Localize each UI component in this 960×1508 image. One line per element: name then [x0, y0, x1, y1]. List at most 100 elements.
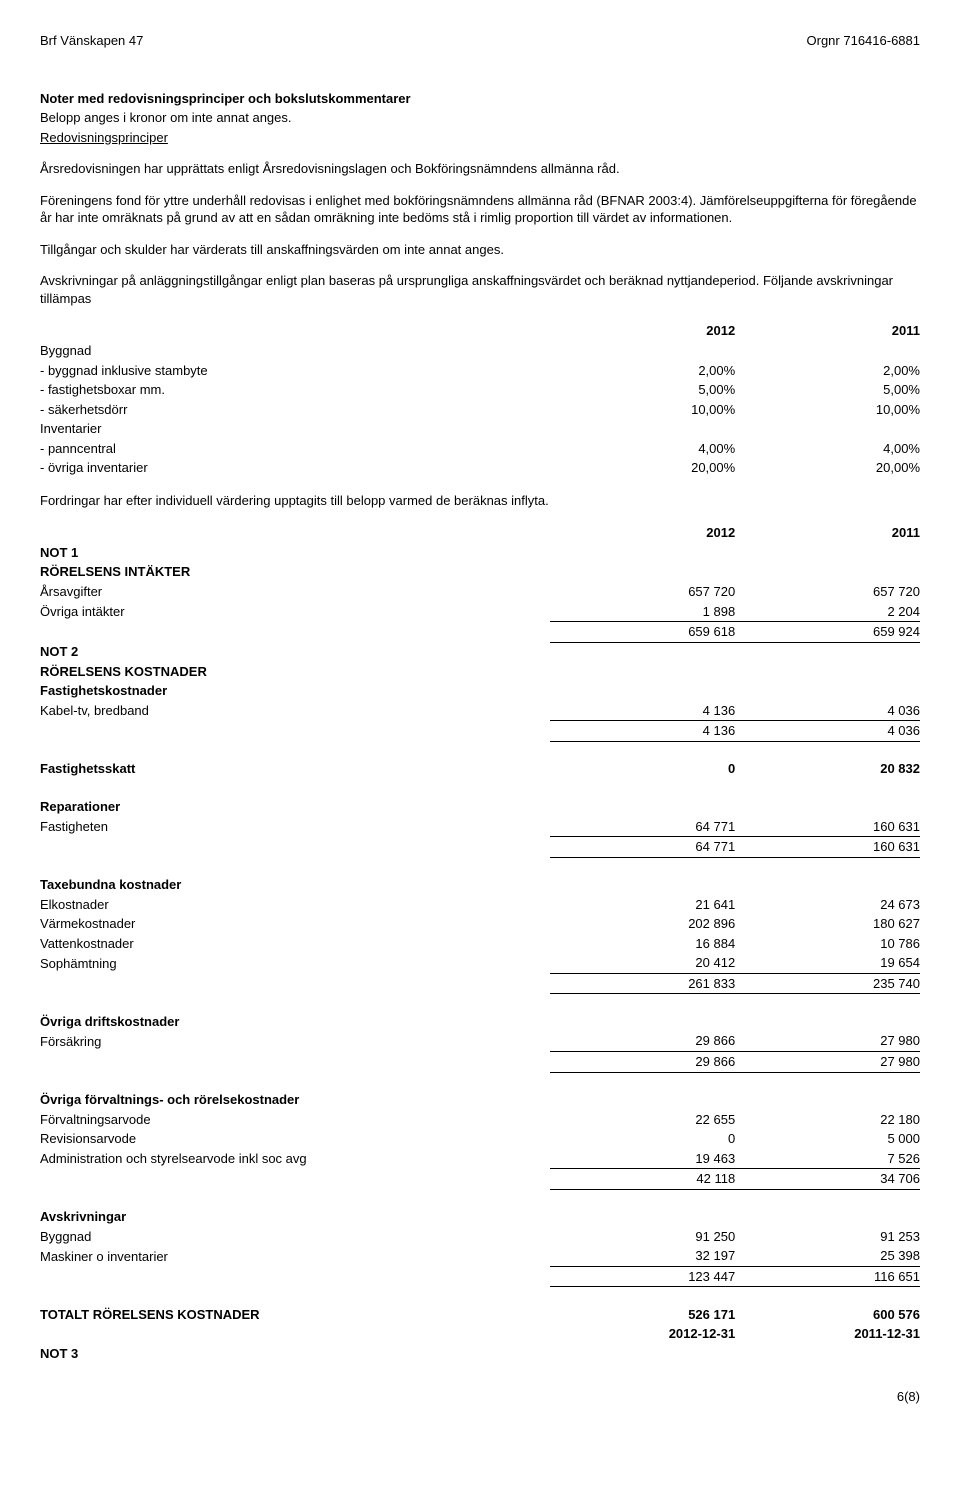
not2-fsum-v2: 34 706	[735, 1169, 920, 1190]
not2-f3-v2: 7 526	[735, 1149, 920, 1169]
col-year1: 2012	[550, 321, 735, 341]
not2-d1-l: Försäkring	[40, 1031, 550, 1051]
not2-t4-l: Sophämtning	[40, 953, 550, 973]
header-right: Orgnr 716416-6881	[807, 32, 920, 50]
not2-s1-v2: 4 036	[735, 721, 920, 742]
not2-r1-v2: 4 036	[735, 701, 920, 721]
dep-inv: Inventarier	[40, 419, 550, 439]
not2-srepsum-v2: 160 631	[735, 837, 920, 858]
depreciation-table: 2012 2011 Byggnad - byggnad inklusive st…	[40, 321, 920, 477]
dep-r4-v1: 4,00%	[550, 439, 735, 459]
not2-title: NOT 2	[40, 642, 550, 662]
intro-heading: Noter med redovisningsprinciper och boks…	[40, 90, 920, 108]
not2-a2-v2: 25 398	[735, 1246, 920, 1266]
not2-srepsum-v1: 64 771	[550, 837, 735, 858]
not1-r2-v2: 2 204	[735, 602, 920, 622]
not1-title: NOT 1	[40, 543, 550, 563]
not2-fsum-v1: 42 118	[550, 1169, 735, 1190]
dep-r5-v1: 20,00%	[550, 458, 735, 478]
not2-t3-v2: 10 786	[735, 934, 920, 954]
not2-rrep-l: Fastigheten	[40, 817, 550, 837]
dep-r1-v2: 2,00%	[735, 361, 920, 381]
not1-r1-l: Årsavgifter	[40, 582, 550, 602]
not2-t3-l: Vattenkostnader	[40, 934, 550, 954]
not1-r1-v1: 657 720	[550, 582, 735, 602]
not2-a1-v1: 91 250	[550, 1227, 735, 1247]
not2-rrep-v2: 160 631	[735, 817, 920, 837]
not2-r1-l: Kabel-tv, bredband	[40, 701, 550, 721]
not2-t2-v2: 180 627	[735, 914, 920, 934]
not2-savs: Avskrivningar	[40, 1207, 550, 1227]
intro-p4: Avskrivningar på anläggningstillgångar e…	[40, 272, 920, 307]
not2-date-v1: 2012-12-31	[550, 1324, 735, 1344]
not2-f2-v2: 5 000	[735, 1129, 920, 1149]
not2-skatt-v1: 0	[550, 759, 735, 779]
intro-p1: Årsredovisningen har upprättats enligt Å…	[40, 160, 920, 178]
dep-r4-l: - panncentral	[40, 439, 550, 459]
not2-tsum-v2: 235 740	[735, 973, 920, 994]
not2-r1-v1: 4 136	[550, 701, 735, 721]
intro-line1: Belopp anges i kronor om inte annat ange…	[40, 109, 920, 127]
not2-t1-l: Elkostnader	[40, 895, 550, 915]
not2-skatt-v2: 20 832	[735, 759, 920, 779]
dep-r5-l: - övriga inventarier	[40, 458, 550, 478]
not2-sdrift: Övriga driftskostnader	[40, 1012, 550, 1032]
not2-dsum-v2: 27 980	[735, 1051, 920, 1072]
dep-r1-l: - byggnad inklusive stambyte	[40, 361, 550, 381]
not2-t3-v1: 16 884	[550, 934, 735, 954]
not1-r2-l: Övriga intäkter	[40, 602, 550, 622]
dep-byggnad: Byggnad	[40, 341, 550, 361]
dep-r2-v1: 5,00%	[550, 380, 735, 400]
not2-sub: RÖRELSENS KOSTNADER	[40, 662, 550, 682]
page-number: 6(8)	[897, 1388, 920, 1406]
not1-sum-v1: 659 618	[550, 622, 735, 643]
not2-f1-v1: 22 655	[550, 1110, 735, 1130]
not2-f2-l: Revisionsarvode	[40, 1129, 550, 1149]
not2-s1-v1: 4 136	[550, 721, 735, 742]
page-footer: 6(8)	[40, 1388, 920, 1406]
not3-title: NOT 3	[40, 1344, 550, 1364]
not2-t1-v1: 21 641	[550, 895, 735, 915]
not2-t4-v2: 19 654	[735, 953, 920, 973]
not2-f1-v2: 22 180	[735, 1110, 920, 1130]
dep-r5-v2: 20,00%	[735, 458, 920, 478]
notes-col-y1: 2012	[550, 523, 735, 543]
not2-skatt-l: Fastighetsskatt	[40, 759, 550, 779]
not2-tsum-v1: 261 833	[550, 973, 735, 994]
not2-a2-v1: 32 197	[550, 1246, 735, 1266]
not2-a1-l: Byggnad	[40, 1227, 550, 1247]
dep-r3-v1: 10,00%	[550, 400, 735, 420]
not2-t1-v2: 24 673	[735, 895, 920, 915]
header-left: Brf Vänskapen 47	[40, 32, 143, 50]
not2-a2-l: Maskiner o inventarier	[40, 1246, 550, 1266]
not2-asum-v1: 123 447	[550, 1266, 735, 1287]
not2-d1-v2: 27 980	[735, 1031, 920, 1051]
fordringar-text: Fordringar har efter individuell värderi…	[40, 492, 920, 510]
not2-tot-v1: 526 171	[550, 1305, 735, 1325]
page-header: Brf Vänskapen 47 Orgnr 716416-6881	[40, 32, 920, 50]
not1-r2-v1: 1 898	[550, 602, 735, 622]
intro-p2: Föreningens fond för yttre underhåll red…	[40, 192, 920, 227]
not2-f2-v1: 0	[550, 1129, 735, 1149]
not2-d1-v1: 29 866	[550, 1031, 735, 1051]
not1-sub: RÖRELSENS INTÄKTER	[40, 562, 550, 582]
not2-sfast: Fastighetskostnader	[40, 681, 550, 701]
not2-stax: Taxebundna kostnader	[40, 875, 550, 895]
not2-f3-l: Administration och styrelsearvode inkl s…	[40, 1149, 550, 1169]
not2-asum-v2: 116 651	[735, 1266, 920, 1287]
not2-dsum-v1: 29 866	[550, 1051, 735, 1072]
notes-col-y2: 2011	[735, 523, 920, 543]
not2-rrep-v1: 64 771	[550, 817, 735, 837]
not2-sforv: Övriga förvaltnings- och rörelsekostnade…	[40, 1090, 550, 1110]
dep-r2-l: - fastighetsboxar mm.	[40, 380, 550, 400]
col-year2: 2011	[735, 321, 920, 341]
not2-t4-v1: 20 412	[550, 953, 735, 973]
not2-f1-l: Förvaltningsarvode	[40, 1110, 550, 1130]
not1-sum-v2: 659 924	[735, 622, 920, 643]
dep-r3-v2: 10,00%	[735, 400, 920, 420]
intro-p3: Tillgångar och skulder har värderats til…	[40, 241, 920, 259]
not2-t2-v1: 202 896	[550, 914, 735, 934]
dep-r2-v2: 5,00%	[735, 380, 920, 400]
not2-date-v2: 2011-12-31	[735, 1324, 920, 1344]
dep-r1-v1: 2,00%	[550, 361, 735, 381]
